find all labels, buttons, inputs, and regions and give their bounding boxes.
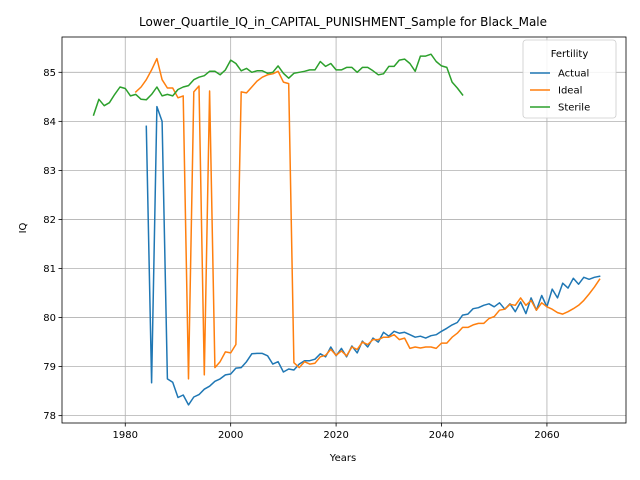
legend-entry-ideal: Ideal	[558, 86, 582, 97]
legend-entry-actual: Actual	[558, 69, 589, 80]
series-line-actual	[145, 105, 601, 406]
legend-entry-sterile: Sterile	[558, 103, 590, 114]
legend-title: Fertility	[551, 49, 589, 60]
x-tick-label: 1980	[113, 430, 138, 441]
x-ticks: 1980 2000 2020 2040 2060	[113, 423, 560, 441]
y-tick-label: 85	[43, 68, 56, 79]
y-tick-label: 83	[43, 166, 56, 177]
x-axis-label: Years	[329, 453, 356, 464]
y-tick-label: 84	[43, 117, 56, 128]
x-tick-label: 2040	[429, 430, 454, 441]
y-tick-label: 78	[43, 411, 56, 422]
series-lines	[92, 53, 601, 406]
y-tick-label: 81	[43, 264, 56, 275]
x-tick-label: 2000	[218, 430, 243, 441]
x-tick-label: 2060	[534, 430, 559, 441]
y-tick-label: 79	[43, 362, 56, 373]
x-tick-label: 2020	[323, 430, 348, 441]
series-line-ideal	[134, 57, 601, 380]
y-ticks: 78 79 80 81 82 83 84 85	[43, 68, 62, 422]
chart-title: Lower_Quartile_IQ_in_CAPITAL_PUNISHMENT_…	[139, 15, 547, 29]
grid	[62, 37, 626, 423]
y-tick-label: 82	[43, 215, 56, 226]
series-line-sterile	[92, 53, 464, 116]
y-tick-label: 80	[43, 313, 56, 324]
legend: Fertility Actual Ideal Sterile	[522, 39, 617, 119]
y-axis-label: IQ	[18, 222, 29, 233]
plot-frame	[61, 36, 627, 424]
legend-box	[522, 39, 617, 119]
